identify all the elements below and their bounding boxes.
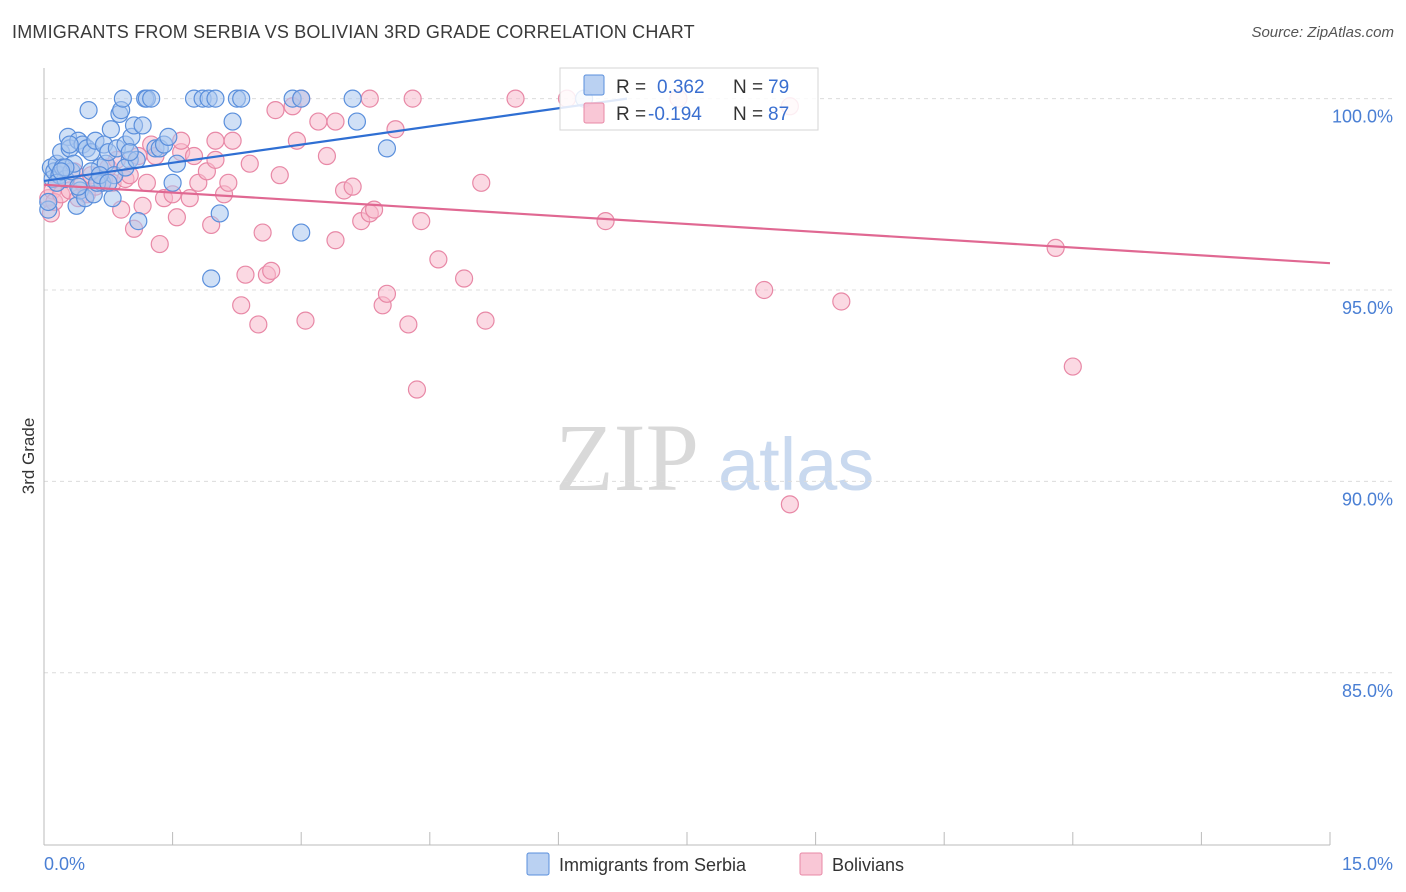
serbia-point (347, 112, 367, 131)
x-ticks (43, 832, 1331, 845)
y-tick-labels: 100.0% 95.0% 90.0% 85.0% (1332, 107, 1393, 701)
serbia-point (343, 89, 362, 108)
y-tick-label: 85.0% (1342, 681, 1393, 701)
serbia-point (101, 120, 120, 139)
bolivia-point (399, 315, 418, 334)
legend-r-value-serbia: 0.362 (657, 77, 705, 98)
bolivia-point (377, 284, 397, 303)
serbia-point (113, 89, 132, 108)
legend-swatch-serbia (583, 74, 605, 96)
bolivia-point (317, 146, 337, 166)
serbia-point (142, 89, 161, 108)
serbia-point (202, 269, 221, 288)
bolivia-point (150, 234, 169, 254)
y-tick-label: 90.0% (1342, 489, 1393, 509)
bolivia-point (412, 212, 431, 231)
legend-r-label-serbia: R = (616, 77, 646, 98)
serbia-point (120, 143, 139, 162)
bolivia-point (506, 89, 525, 108)
legend-n-value-bolivia: 87 (768, 104, 789, 125)
serbia-point (206, 89, 225, 108)
series-legend-label-bolivia[interactable]: Bolivians (832, 855, 904, 875)
bolivia-point (240, 154, 259, 173)
series-legend-swatch-bolivia[interactable] (799, 852, 823, 876)
watermark-atlas: atlas (718, 423, 874, 506)
bolivia-point (472, 173, 491, 192)
bolivia-point (262, 261, 281, 280)
serbia-point (133, 116, 152, 135)
bolivia-point (137, 173, 156, 192)
bolivia-point (133, 196, 152, 215)
grid-layer (44, 98, 1393, 674)
bolivia-point (219, 173, 238, 192)
stats-legend: R = 0.362 N = 79 R = -0.194 N = 87 (559, 67, 819, 131)
bolivia-point (386, 120, 405, 139)
bolivia-point (249, 315, 268, 334)
serbia-point (129, 212, 148, 231)
bolivia-point (232, 296, 251, 315)
bolivia-trend-line (43, 183, 1331, 265)
bolivia-point (780, 495, 799, 514)
legend-r-value-bolivia: -0.194 (648, 104, 702, 125)
serbia-point (52, 162, 71, 181)
watermark-zip: ZIP (555, 404, 699, 511)
legend-r-label-bolivia: R = (616, 104, 646, 125)
serbia-point (159, 127, 178, 146)
serbia-point (39, 192, 58, 212)
bolivia-point (429, 250, 448, 269)
legend-swatch-bolivia (583, 102, 605, 124)
bolivia-point (270, 166, 289, 185)
y-axis-label: 3rd Grade (19, 418, 38, 495)
serbia-trend-line (43, 97, 628, 183)
serbia-point (223, 112, 242, 131)
x-tick-label-right: 15.0% (1342, 854, 1393, 874)
bolivia-point (326, 112, 345, 131)
serbia-points (39, 89, 594, 288)
bolivia-point (223, 131, 242, 150)
bolivia-point (343, 177, 362, 196)
serbia-point (232, 89, 251, 108)
bolivia-point (296, 311, 315, 330)
legend-n-value-serbia: 79 (768, 77, 789, 98)
serbia-point (79, 101, 98, 120)
bolivia-point (832, 292, 851, 311)
series-legend-label-serbia[interactable]: Immigrants from Serbia (559, 855, 747, 875)
bolivia-point (1063, 357, 1082, 376)
bolivia-point (326, 231, 345, 250)
bolivia-point (476, 311, 495, 330)
serbia-point (292, 223, 311, 242)
bolivia-point (407, 380, 427, 399)
serbia-point (60, 135, 79, 154)
serbia-point (210, 204, 229, 223)
bolivia-point (184, 146, 204, 166)
chart-title: IMMIGRANTS FROM SERBIA VS BOLIVIAN 3RD G… (12, 22, 695, 42)
y-tick-label: 95.0% (1342, 298, 1393, 318)
serbia-point (377, 139, 397, 158)
bolivia-point (454, 269, 474, 288)
bolivia-point (360, 89, 379, 108)
serbia-point (103, 189, 122, 208)
x-tick-label-left: 0.0% (44, 854, 85, 874)
series-legend-swatch-serbia[interactable] (526, 852, 550, 876)
bolivia-point (755, 280, 774, 300)
bolivia-point (403, 89, 422, 108)
legend-n-label-serbia: N = (733, 77, 763, 98)
bolivia-point (596, 212, 615, 231)
bolivia-point (167, 208, 186, 227)
bolivia-point (253, 223, 272, 242)
y-tick-label: 100.0% (1332, 107, 1393, 127)
trend-lines (43, 97, 1331, 265)
bolivia-point (309, 112, 328, 131)
legend-n-label-bolivia: N = (733, 104, 763, 125)
serbia-point (163, 173, 182, 192)
series-legend: Immigrants from Serbia Bolivians (526, 852, 904, 876)
bolivia-point (206, 150, 225, 169)
bolivia-point (266, 101, 285, 120)
bolivia-point (236, 265, 255, 284)
serbia-point (99, 173, 118, 192)
bolivia-point (206, 131, 225, 150)
serbia-point (292, 89, 311, 108)
chart-source: Source: ZipAtlas.com (1251, 24, 1394, 41)
